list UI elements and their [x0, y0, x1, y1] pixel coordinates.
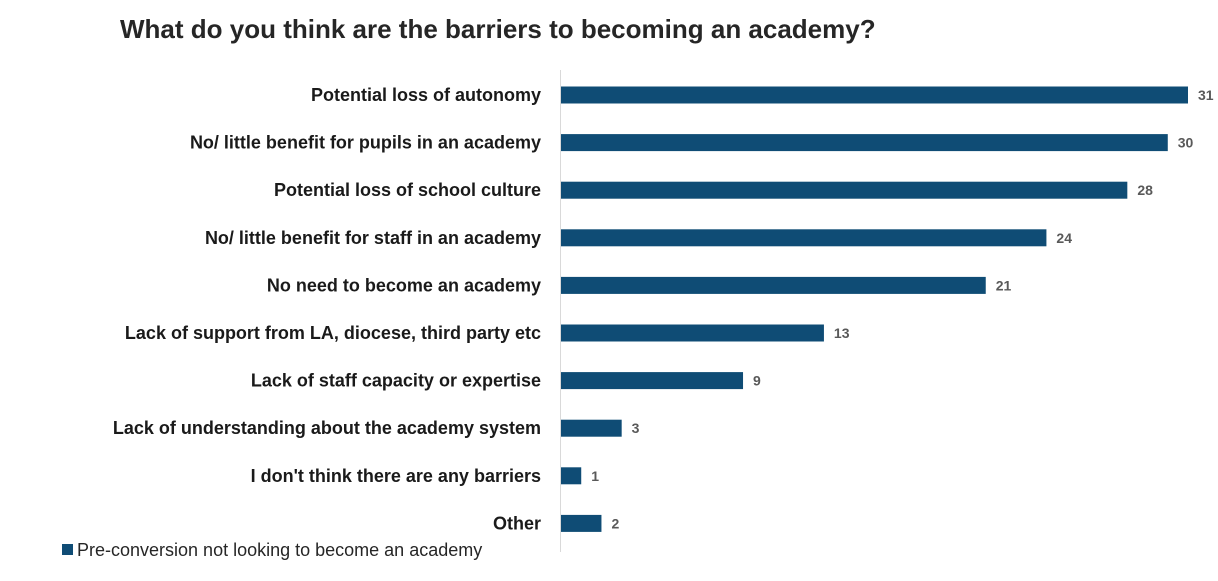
bar [561, 514, 602, 532]
category-label: Lack of understanding about the academy … [113, 418, 541, 438]
data-label: 3 [632, 420, 640, 436]
bar [561, 467, 582, 485]
category-label: No need to become an academy [267, 275, 541, 295]
data-label: 2 [611, 515, 619, 531]
category-label: Potential loss of school culture [274, 180, 541, 200]
bar [561, 419, 622, 437]
data-label: 1 [591, 468, 599, 484]
category-label: No/ little benefit for pupils in an acad… [190, 133, 541, 153]
bar [561, 134, 1168, 152]
bar [561, 181, 1128, 199]
data-label: 30 [1178, 135, 1194, 151]
bar [561, 229, 1047, 247]
bar [561, 372, 744, 390]
chart-title: What do you think are the barriers to be… [120, 14, 876, 44]
legend-label: Pre-conversion not looking to become an … [77, 540, 483, 560]
category-label: Lack of support from LA, diocese, third … [125, 323, 541, 343]
legend-swatch [62, 544, 73, 555]
bar [561, 276, 986, 294]
data-label: 31 [1198, 87, 1214, 103]
data-label: 24 [1056, 230, 1072, 246]
legend: Pre-conversion not looking to become an … [62, 540, 502, 560]
category-label: Lack of staff capacity or expertise [251, 371, 541, 391]
category-label: Potential loss of autonomy [311, 85, 541, 105]
bar [561, 86, 1188, 104]
category-label: Other [493, 513, 541, 533]
data-label: 13 [834, 325, 850, 341]
category-label: I don't think there are any barriers [251, 466, 541, 486]
data-label: 28 [1137, 182, 1153, 198]
category-label: No/ little benefit for staff in an acade… [205, 228, 541, 248]
data-label: 9 [753, 373, 761, 389]
bar [561, 324, 824, 342]
data-label: 21 [996, 277, 1012, 293]
